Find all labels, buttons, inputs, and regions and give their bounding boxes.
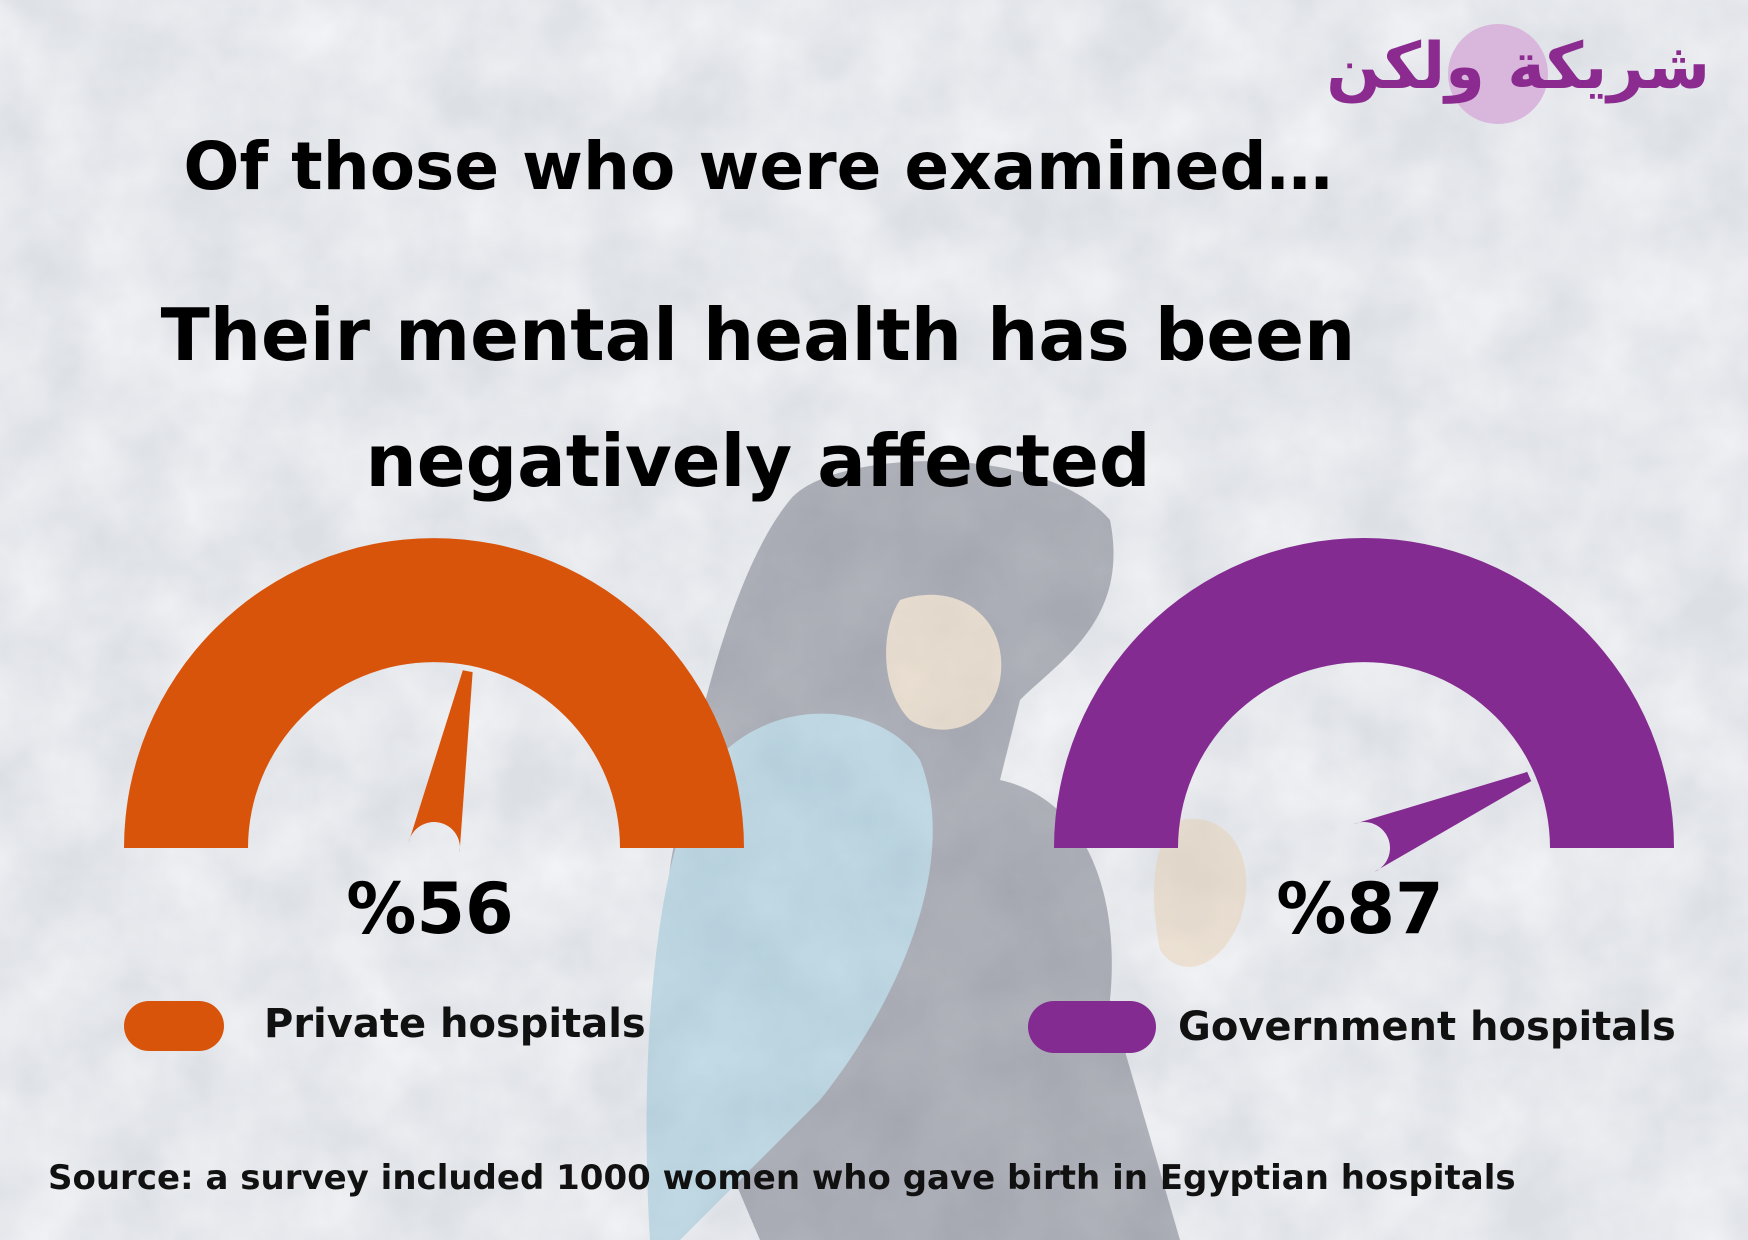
gauge-needle: [408, 670, 473, 853]
headline-line-1: Of those who were examined…: [183, 128, 1333, 205]
legend-swatch-private: [124, 1001, 224, 1051]
headline-line-3: negatively affected: [365, 419, 1151, 503]
legend-label-private: Private hospitals: [264, 1001, 646, 1047]
value-label-government: %87: [1276, 868, 1444, 950]
value-label-private: %56: [346, 868, 514, 950]
legend-swatch-government: [1028, 1001, 1156, 1053]
logo-circle: [1448, 24, 1548, 124]
logo-text: شريكة ولكن: [1326, 30, 1710, 104]
gauge-government-hospitals: [1054, 538, 1674, 872]
source-note: Source: a survey included 1000 women who…: [48, 1158, 1516, 1198]
gauge-arc: [1054, 538, 1674, 848]
headline-block: Their mental health has been negatively …: [0, 272, 1632, 524]
legend-label-government: Government hospitals: [1178, 1004, 1676, 1050]
headline-line-2: Their mental health has been: [160, 293, 1356, 377]
brand-logo: شريكة ولكن: [1326, 20, 1710, 130]
gauge-needle: [1353, 771, 1532, 872]
gauge-arc: [124, 538, 744, 848]
gauge-private-hospitals: [124, 538, 744, 853]
